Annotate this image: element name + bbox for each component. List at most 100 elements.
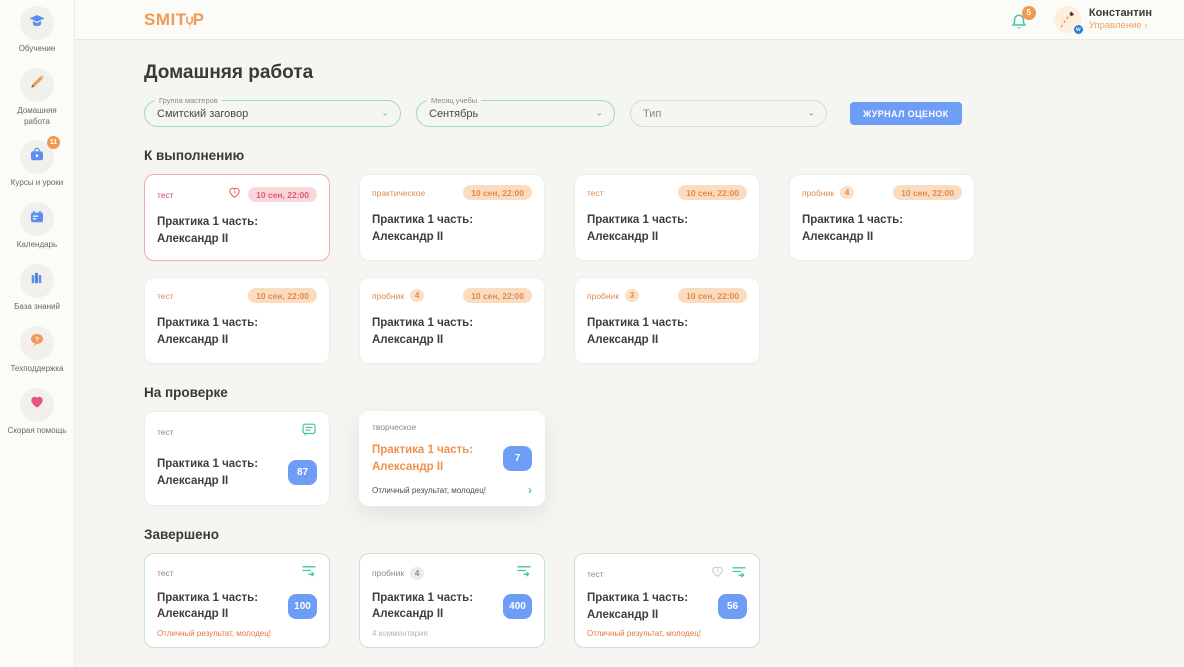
score-badge: 400 <box>503 593 532 619</box>
score-badge: 87 <box>288 460 317 485</box>
homework-card[interactable]: творческое Практика 1 часть: Александр I… <box>359 411 545 506</box>
sidebar: Обучение Домашняя работа 11 Курсы и урок… <box>0 0 75 667</box>
top-bar: SMIT U ↑ P 5 w Константин Управление › <box>75 0 1184 40</box>
filters-row: Группа мастеров Смитский заговор ⌄ Месяц… <box>144 96 1184 127</box>
card-type-label: тест <box>157 427 174 437</box>
sidebar-item[interactable]: Обучение <box>1 6 73 55</box>
deadline-badge: 10 сен, 22:00 <box>463 185 532 200</box>
card-type-label: тест <box>157 290 174 301</box>
sidebar-item-label: Обучение <box>18 44 56 53</box>
chevron-down-icon: ⌄ <box>381 107 389 118</box>
homework-card[interactable]: тест 10 сен, 22:00 Практика 1 часть: Але… <box>144 277 330 364</box>
done-cards-grid: тест Практика 1 часть: Александр II 100 … <box>144 553 1184 649</box>
sidebar-item[interactable]: Календарь <box>1 202 73 251</box>
avatar: w <box>1053 6 1084 35</box>
sidebar-item-label: Календарь <box>16 240 58 250</box>
section-title-review: На проверке <box>144 385 228 400</box>
homework-card[interactable]: пробник 4 10 сен, 22:00 Практика 1 часть… <box>789 174 975 261</box>
card-type-label: творческое <box>372 422 417 432</box>
masters-group-select[interactable]: Группа мастеров Смитский заговор ⌄ <box>144 96 401 127</box>
sidebar-item[interactable]: Домашняя работа <box>1 67 73 128</box>
heart-lightning-icon <box>227 185 242 204</box>
sidebar-item-icon <box>20 202 54 237</box>
comment-icon <box>301 422 317 442</box>
sidebar-item-icon: ? <box>20 325 54 360</box>
card-title: Практика 1 часть: Александр II <box>587 317 689 346</box>
submitted-icon <box>301 564 317 582</box>
sidebar-item-icon <box>20 67 54 102</box>
select-placeholder: Тип <box>643 107 662 120</box>
homework-card[interactable]: тест 10 сен, 22:00 Практика 1 часть: Але… <box>144 174 330 261</box>
homework-card[interactable]: тест Практика 1 часть: Александр II 56 О… <box>574 553 760 649</box>
select-label: Группа мастеров <box>155 96 222 105</box>
select-value: Сентябрь <box>429 107 479 120</box>
svg-text:?: ? <box>35 337 39 344</box>
sidebar-item-icon <box>20 263 54 298</box>
notifications-bell[interactable]: 5 <box>1010 5 1036 32</box>
select-label: Месяц учебы <box>427 96 482 105</box>
sidebar-item-label: Техподдержка <box>10 363 64 373</box>
homework-card[interactable]: пробник 4 10 сен, 22:00 Практика 1 часть… <box>359 277 545 364</box>
card-title: Практика 1 часть: Александр II <box>372 317 474 346</box>
deadline-badge: 10 сен, 22:00 <box>893 185 962 200</box>
type-select[interactable]: Тип ⌄ <box>630 100 827 127</box>
card-type-label: тест <box>587 187 604 198</box>
sidebar-item-icon: 11 <box>20 136 60 175</box>
sidebar-item[interactable]: ? Техподдержка <box>1 325 73 375</box>
sidebar-item[interactable]: Скорая помощь <box>1 387 73 437</box>
card-title: Практика 1 часть: Александр II <box>372 443 474 473</box>
card-type-label: пробник <box>372 290 405 301</box>
score-badge: 100 <box>288 593 317 619</box>
sidebar-item-label: База знаний <box>14 301 60 311</box>
user-name: Константин <box>1088 6 1152 19</box>
card-title: Практика 1 часть: Александр II <box>587 592 689 621</box>
card-count-badge: 4 <box>840 186 855 199</box>
card-count-badge: 3 <box>625 289 640 302</box>
sidebar-item[interactable]: 11 Курсы и уроки <box>1 136 73 189</box>
study-month-select[interactable]: Месяц учебы Сентябрь ⌄ <box>416 96 615 127</box>
card-title: Практика 1 часть: Александр II <box>372 591 474 621</box>
homework-card[interactable]: практическое 10 сен, 22:00 Практика 1 ча… <box>359 174 545 261</box>
review-cards-grid: тест Практика 1 часть: Александр II 87 т… <box>144 411 1184 506</box>
card-type-label: тест <box>157 568 174 578</box>
homework-card[interactable]: тест Практика 1 часть: Александр II 87 <box>144 411 330 506</box>
sidebar-item-label: Курсы и уроки <box>10 178 64 188</box>
card-count-badge: 4 <box>410 566 425 580</box>
card-title: Практика 1 часть: Александр II <box>157 317 259 346</box>
card-comment: Отличный результат, молодец! <box>372 485 487 495</box>
chevron-right-icon[interactable]: › <box>528 483 532 497</box>
card-count-badge: 4 <box>410 289 425 302</box>
card-type-label: пробник <box>587 290 620 301</box>
smitup-logo[interactable]: SMIT U ↑ P <box>144 9 205 32</box>
sidebar-item[interactable]: База знаний <box>1 263 73 313</box>
deadline-badge: 10 сен, 22:00 <box>248 187 317 202</box>
card-comment: 4 комментария <box>372 629 428 639</box>
card-comment: Отличный результат, молодец! <box>157 629 272 639</box>
todo-cards-grid: тест 10 сен, 22:00 Практика 1 часть: Але… <box>144 174 1184 364</box>
card-type-label: тест <box>157 189 174 200</box>
user-role-link[interactable]: Управление › <box>1088 19 1148 31</box>
homework-card[interactable]: пробник 3 10 сен, 22:00 Практика 1 часть… <box>574 277 760 364</box>
section-title-todo: К выполнению <box>144 148 245 163</box>
submitted-icon <box>731 565 747 583</box>
card-type-label: пробник <box>802 187 835 198</box>
user-menu[interactable]: w Константин Управление › <box>1053 6 1152 35</box>
card-type-label: пробник <box>372 568 405 578</box>
submitted-icon <box>516 564 532 582</box>
score-badge: 7 <box>503 446 532 471</box>
logo-text: SMIT <box>144 9 187 29</box>
homework-card[interactable]: тест 10 сен, 22:00 Практика 1 часть: Але… <box>574 174 760 261</box>
sidebar-item-label: Домашняя работа <box>17 105 57 126</box>
homework-card[interactable]: пробник 4 Практика 1 часть: Александр II… <box>359 553 545 649</box>
grade-journal-button[interactable]: ЖУРНАЛ ОЦЕНОК <box>850 102 962 125</box>
sidebar-item-label: Скорая помощь <box>7 425 67 435</box>
homework-card[interactable]: тест Практика 1 часть: Александр II 100 … <box>144 553 330 649</box>
score-badge: 56 <box>718 594 747 620</box>
sidebar-item-icon <box>20 6 54 40</box>
up-arrow-icon: ↑ <box>187 21 193 32</box>
notification-badge: 5 <box>1021 5 1036 20</box>
card-title: Практика 1 часть: Александр II <box>372 214 474 243</box>
deadline-badge: 10 сен, 22:00 <box>678 185 747 200</box>
heart-lightning-icon <box>710 564 725 583</box>
